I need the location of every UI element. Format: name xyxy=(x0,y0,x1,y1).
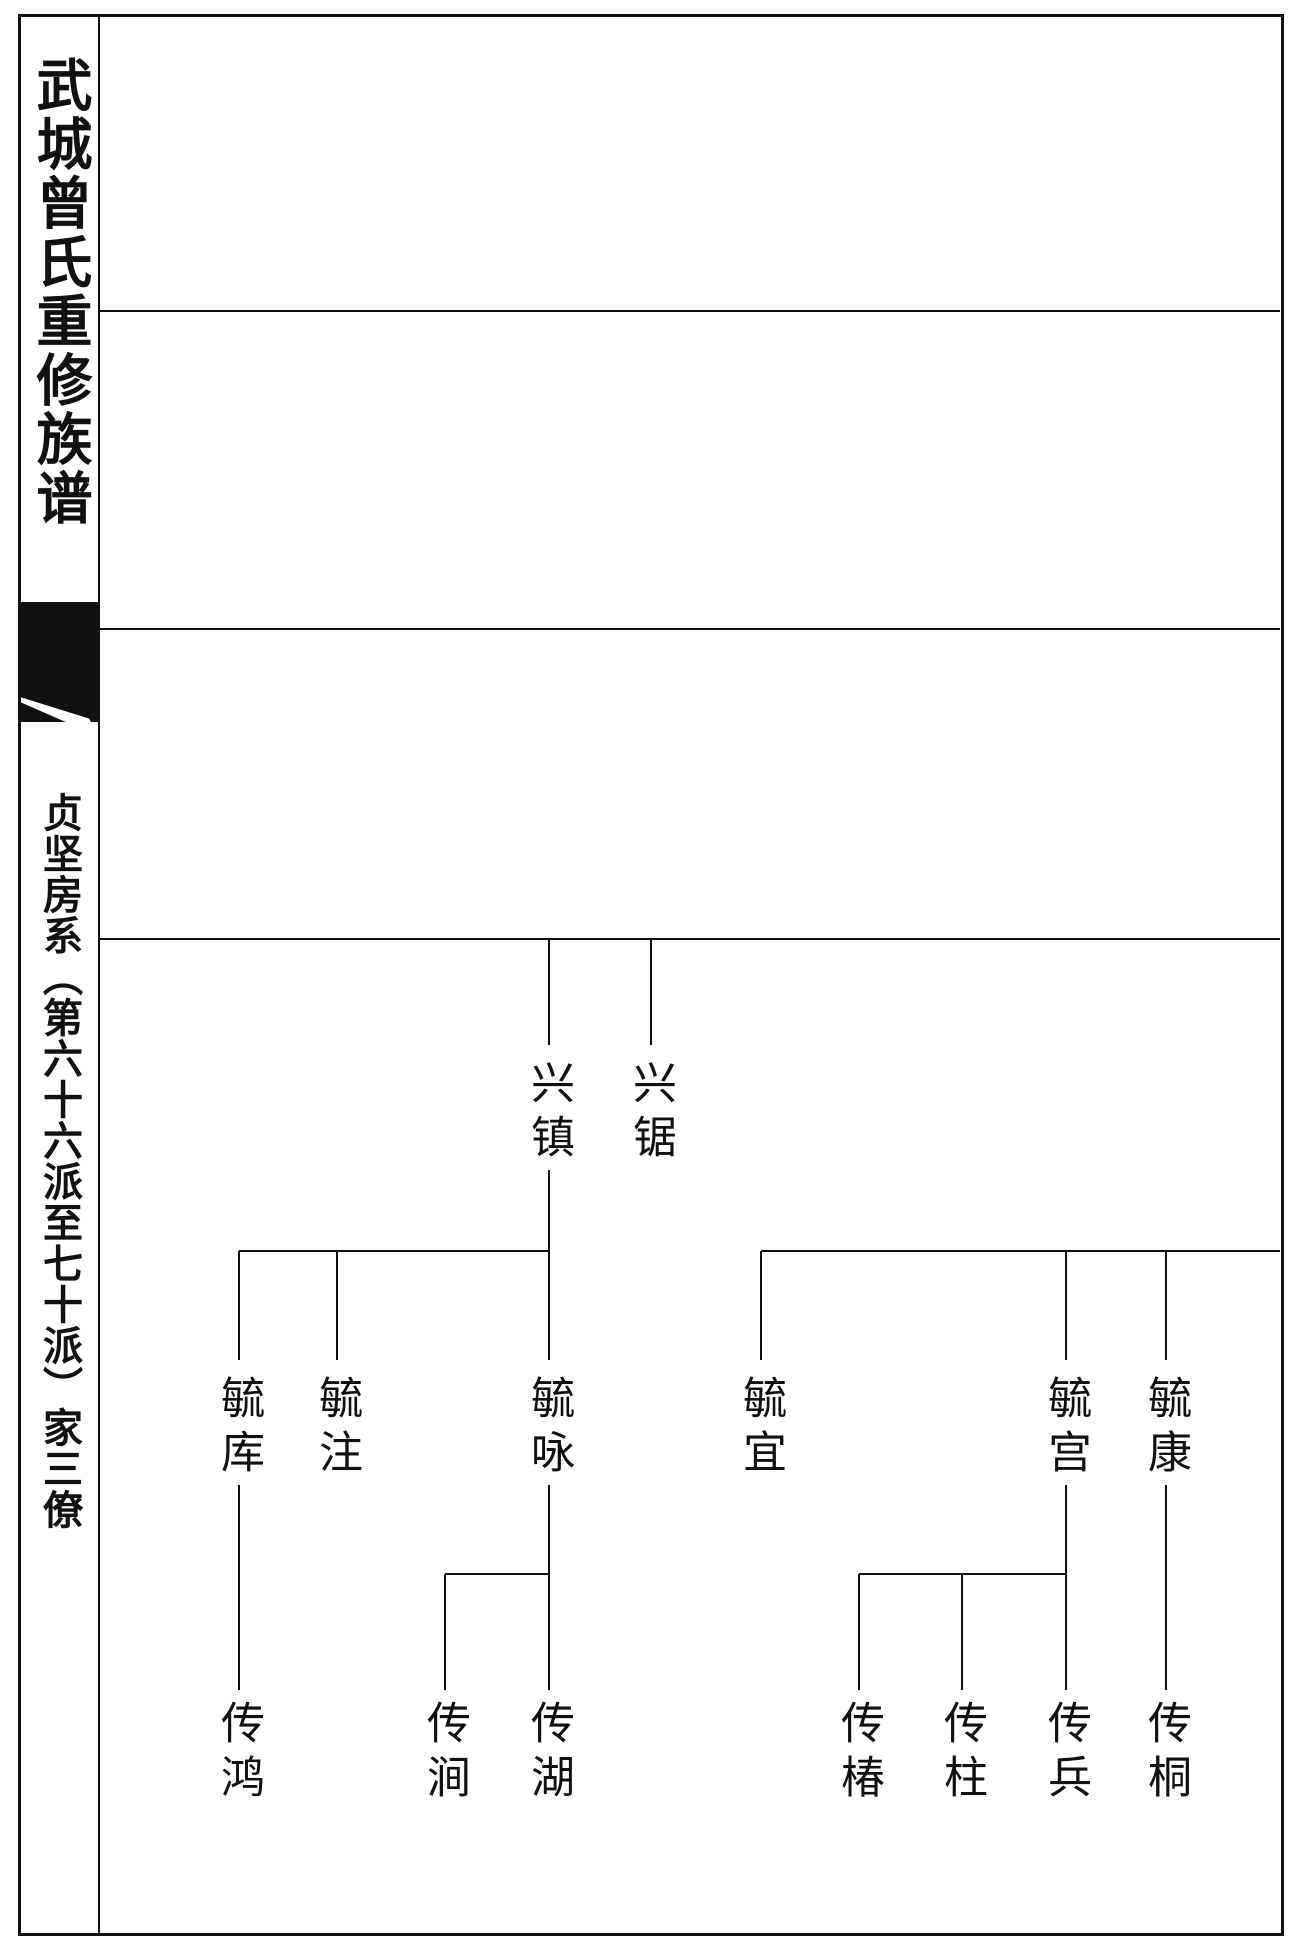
generation-row-divider xyxy=(100,628,1280,630)
person-xingju: 兴锯 xyxy=(625,1060,676,1168)
person-liuyong: 毓咏 xyxy=(523,1375,574,1483)
black-corner-mark xyxy=(20,602,100,722)
person-liukang: 毓康 xyxy=(1140,1375,1191,1483)
person-chuanbing: 传兵 xyxy=(1040,1700,1091,1808)
person-chuanhu: 传湖 xyxy=(523,1700,574,1808)
page-frame xyxy=(18,14,1284,1936)
person-chuantong: 传桐 xyxy=(1140,1700,1191,1808)
genealogy-title: 武城曾氏重修族谱 xyxy=(27,56,92,528)
generation-row-divider xyxy=(100,310,1280,312)
person-liugong: 毓宫 xyxy=(1040,1375,1091,1483)
generation-row-divider xyxy=(100,938,1280,940)
person-chuanhong: 传鸿 xyxy=(213,1700,264,1808)
person-liuku: 毓库 xyxy=(213,1375,264,1483)
branch-subtitle: 贞坚房系︵第六十六派至七十派︶家三僚 xyxy=(36,792,82,1530)
person-liuzhu: 毓注 xyxy=(311,1375,362,1483)
sidebar: 武城曾氏重修族谱 贞坚房系︵第六十六派至七十派︶家三僚 xyxy=(20,16,100,1934)
person-liuyi: 毓宜 xyxy=(735,1375,786,1483)
person-chuanzhu: 传柱 xyxy=(936,1700,987,1808)
person-chuanchun: 传椿 xyxy=(833,1700,884,1808)
person-chuanjian: 传涧 xyxy=(419,1700,470,1808)
person-xingzhen: 兴镇 xyxy=(523,1060,574,1168)
